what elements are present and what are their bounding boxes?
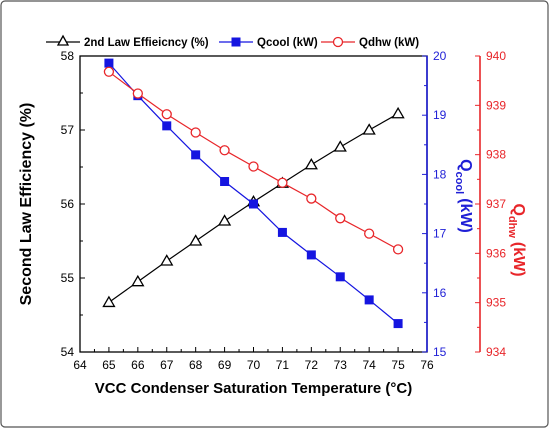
legend-qdhw-label: Qdhw (kW) [359,37,419,49]
legend-item-efficiency: 2nd Law Effieicncy (%) [46,34,209,49]
efficiency-point [102,295,116,308]
qdhw-tick-label: 936 [486,246,506,260]
x-tick-label: 64 [73,358,87,372]
qcool-point [306,250,316,260]
legend-item-qdhw: Qdhw (kW) [321,36,419,49]
qcool-point [162,121,172,131]
qdhw-y-axis-title: Qdhw (kW) [506,203,527,276]
legend-efficiency-marker [56,34,70,46]
legend-efficiency-label: 2nd Law Effieicncy (%) [84,37,209,49]
legend-item-qcool: Qcool (kW) [219,37,318,49]
qdhw-point [161,109,172,120]
qdhw-point [277,177,288,188]
legend-qcool-label: Qcool (kW) [257,37,318,49]
qdhw-axis-title-unit: (kW) [510,242,527,277]
qcool-tick-label: 15 [433,345,447,359]
left-tick-label: 55 [61,271,75,285]
legend: 2nd Law Effieicncy (%) Qcool (kW) Qdhw (… [46,34,419,49]
qdhw-tick-label: 937 [486,197,506,211]
qcool-tick-label: 19 [433,108,447,122]
x-tick-label: 75 [391,358,405,372]
x-tick-label: 65 [102,358,116,372]
qdhw-point [392,244,404,255]
qcool-point [191,150,201,160]
qcool-tick-label: 20 [433,49,447,63]
qdhw-axis-title-main: Q [510,203,527,215]
x-tick-label: 73 [334,358,348,372]
x-tick-label: 74 [362,358,376,372]
x-axis: 64 65 66 67 68 69 70 71 72 73 74 75 76 [73,347,434,372]
x-tick-label: 72 [305,358,319,372]
x-tick-label: 70 [247,358,261,372]
qcool-point [249,199,258,209]
qdhw-point [306,193,317,204]
qcool-point [277,227,287,237]
qcool-tick-label: 16 [433,286,447,300]
efficiency-point [131,274,145,287]
qdhw-axis-title-sub: dhw [506,216,518,238]
qdhw-point [219,145,230,156]
left-y-axis: 54 55 56 57 58 [61,49,85,359]
left-tick-label: 56 [61,197,75,211]
x-tick-label: 68 [189,358,203,372]
qdhw-y-axis: 934 935 936 937 938 939 940 [475,49,506,359]
qcool-point [335,272,345,282]
qcool-axis-title-sub: cool [453,172,465,195]
x-tick-label: 71 [276,358,290,372]
efficiency-point [217,214,232,226]
qcool-y-axis-title: Qcool (kW) [453,159,474,233]
qdhw-point [248,161,259,172]
x-tick-label: 69 [218,358,232,372]
qdhw-tick-label: 934 [486,345,506,359]
qcool-point [104,58,114,68]
legend-qcool-marker [231,37,241,47]
qdhw-tick-label: 935 [486,296,506,310]
left-tick-label: 58 [61,49,75,63]
qcool-point [220,177,230,187]
efficiency-point [362,123,376,135]
qcool-y-axis: 15 16 17 18 19 20 [422,49,447,359]
efficiency-point [160,254,174,266]
left-tick-label: 54 [61,345,75,359]
qcool-axis-title-unit: (kW) [457,198,474,233]
efficiency-point [333,140,347,152]
qdhw-tick-label: 938 [486,148,506,162]
qdhw-point [190,127,201,138]
qcool-tick-label: 17 [433,227,447,241]
legend-qdhw-marker [332,36,344,48]
x-axis-title: VCC Condenser Saturation Temperature (°C… [95,380,412,397]
x-tick-label: 66 [131,358,145,372]
left-tick-label: 57 [61,123,75,137]
qdhw-tick-label: 939 [486,98,506,112]
x-tick-label: 76 [420,358,434,372]
qcool-tick-label: 18 [433,167,447,181]
efficiency-point [304,157,318,170]
x-tick-label: 67 [160,358,174,372]
qdhw-point [364,228,375,239]
efficiency-point [189,234,203,246]
qcool-point [364,295,374,305]
left-y-axis-title: Second Law Efficiency (%) [18,103,35,306]
qdhw-point [103,66,115,77]
qcool-axis-title-main: Q [457,159,474,171]
qcool-point [393,319,403,329]
series-layer [102,58,405,329]
qdhw-tick-label: 940 [486,49,506,63]
qdhw-point [132,88,143,99]
efficiency-point [391,106,405,119]
qdhw-point [335,213,346,224]
